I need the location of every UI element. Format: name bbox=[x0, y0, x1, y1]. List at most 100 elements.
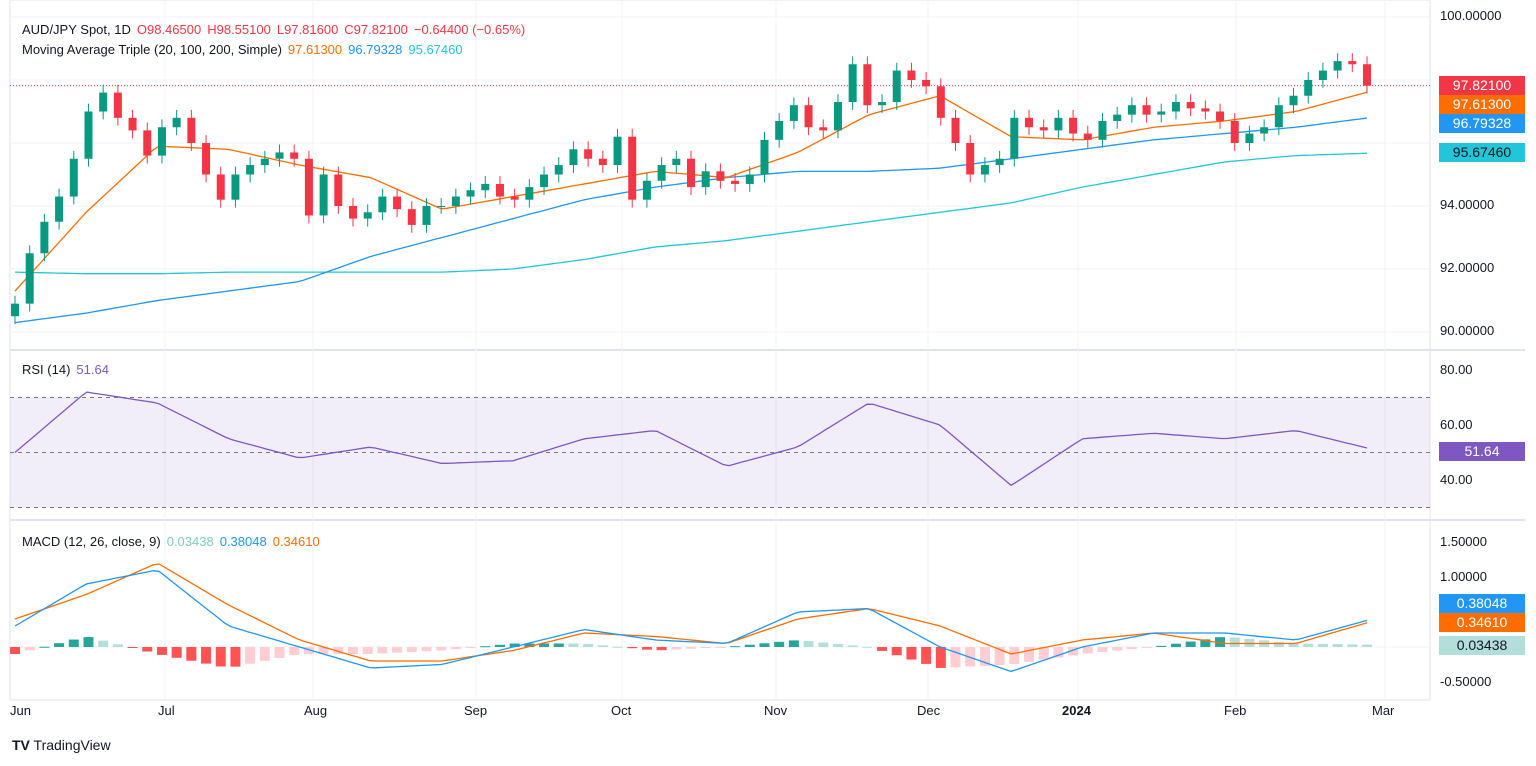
candle bbox=[187, 117, 196, 143]
candle bbox=[907, 70, 916, 80]
price-tick: 92.00000 bbox=[1440, 260, 1495, 275]
macd-histogram-bar bbox=[656, 647, 667, 651]
macd-legend: MACD (12, 26, close, 9) 0.03438 0.38048 0.3… bbox=[22, 534, 326, 549]
macd-histogram-bar bbox=[215, 647, 226, 667]
macd-histogram-bar bbox=[686, 647, 696, 649]
candle bbox=[40, 221, 49, 254]
macd-histogram-bar bbox=[436, 647, 447, 651]
macd-histogram-bar bbox=[1068, 647, 1079, 656]
macd-histogram-bar bbox=[539, 643, 550, 647]
macd-histogram-bar bbox=[1156, 645, 1167, 647]
macd-tag: 0.38048 bbox=[1439, 594, 1525, 613]
macd-histogram-bar bbox=[318, 647, 329, 654]
candle bbox=[157, 127, 166, 156]
candle bbox=[922, 80, 931, 87]
macd-histogram-bar bbox=[1097, 647, 1108, 653]
macd-histogram-bar bbox=[421, 647, 432, 652]
price-legend: AUD/JPY Spot, 1D O98.46500 H98.55100 L97.81… bbox=[22, 22, 531, 37]
macd-histogram-bar bbox=[377, 647, 388, 654]
macd-histogram-bar bbox=[1141, 647, 1152, 648]
macd-histogram-bar bbox=[935, 647, 946, 668]
tradingview-logo-icon: TV bbox=[12, 737, 30, 753]
candle bbox=[510, 196, 519, 200]
macd-histogram-bar bbox=[877, 647, 888, 651]
macd-histogram-bar bbox=[700, 647, 711, 649]
macd-value: 0.38048 bbox=[219, 534, 267, 549]
signal-value: 0.34610 bbox=[272, 534, 320, 549]
candle bbox=[393, 196, 402, 210]
macd-histogram-bar bbox=[24, 647, 35, 651]
candle bbox=[1186, 102, 1195, 109]
date-tick: Feb bbox=[1224, 703, 1247, 718]
candle bbox=[25, 253, 34, 304]
candle bbox=[892, 70, 901, 103]
ma200-tag: 95.67460 bbox=[1439, 143, 1525, 162]
macd-histogram-bar bbox=[450, 647, 461, 650]
macd-histogram-bar bbox=[509, 643, 520, 647]
candle bbox=[775, 120, 784, 140]
macd-histogram-bar bbox=[1347, 644, 1358, 647]
candle bbox=[260, 158, 269, 166]
macd-histogram-bar bbox=[1200, 639, 1211, 647]
candle bbox=[69, 158, 78, 197]
macd-histogram-bar bbox=[274, 647, 285, 658]
rsi-tag: 51.64 bbox=[1439, 442, 1525, 461]
date-tick: Dec bbox=[917, 703, 941, 718]
candle bbox=[1083, 133, 1092, 140]
candle bbox=[731, 180, 740, 184]
macd-histogram-bar bbox=[230, 647, 241, 667]
macd-histogram-bar bbox=[1332, 644, 1343, 647]
date-tick: Sep bbox=[464, 703, 488, 718]
macd-histogram-bar bbox=[730, 646, 741, 648]
macd-histogram-bar bbox=[127, 647, 138, 648]
candle bbox=[598, 158, 607, 166]
macd-histogram-bar bbox=[1170, 643, 1181, 647]
candle bbox=[745, 174, 754, 184]
candle bbox=[304, 158, 313, 216]
candle bbox=[1025, 117, 1033, 128]
candle bbox=[1333, 61, 1342, 71]
candle bbox=[99, 92, 108, 112]
candle bbox=[84, 111, 93, 159]
candle bbox=[113, 92, 122, 118]
macd-histogram-bar bbox=[259, 647, 270, 661]
macd-histogram-bar bbox=[1009, 647, 1020, 665]
candle bbox=[172, 117, 181, 128]
candle bbox=[363, 212, 372, 219]
candle bbox=[1171, 102, 1180, 112]
macd-histogram-bar bbox=[1362, 644, 1372, 647]
candle bbox=[584, 149, 593, 159]
date-tick: Jun bbox=[10, 703, 31, 718]
candle bbox=[437, 206, 446, 207]
macd-tick: 1.00000 bbox=[1440, 569, 1487, 584]
candle bbox=[1274, 105, 1283, 128]
price-tick: 100.00000 bbox=[1440, 8, 1502, 23]
candle bbox=[1054, 117, 1063, 131]
signal-tag: 0.34610 bbox=[1439, 613, 1525, 632]
macd-histogram-bar bbox=[553, 643, 564, 647]
macd-histogram-bar bbox=[1082, 647, 1093, 654]
candle bbox=[687, 158, 695, 188]
date-tick: Jul bbox=[158, 703, 175, 718]
candle bbox=[275, 152, 284, 159]
candle bbox=[495, 183, 504, 197]
date-tick: 2024 bbox=[1062, 703, 1091, 718]
macd-histogram-bar bbox=[289, 647, 300, 656]
macd-histogram-bar bbox=[362, 647, 373, 654]
candle bbox=[833, 102, 842, 131]
macd-histogram-bar bbox=[847, 645, 858, 647]
low-value: L97.81600 bbox=[276, 22, 339, 37]
macd-histogram-bar bbox=[348, 647, 358, 654]
macd-histogram-bar bbox=[1288, 643, 1299, 647]
macd-histogram-bar bbox=[68, 639, 79, 647]
date-tick: Nov bbox=[764, 703, 788, 718]
macd-histogram-bar bbox=[465, 647, 476, 648]
candle bbox=[422, 206, 431, 225]
signal-line bbox=[14, 563, 1368, 662]
tradingview-logo[interactable]: TV TradingView bbox=[12, 737, 111, 753]
macd-histogram-bar bbox=[1273, 641, 1284, 647]
rsi-tick: 60.00 bbox=[1440, 417, 1473, 432]
candle bbox=[760, 139, 769, 175]
macd-histogram-bar bbox=[1215, 637, 1226, 647]
